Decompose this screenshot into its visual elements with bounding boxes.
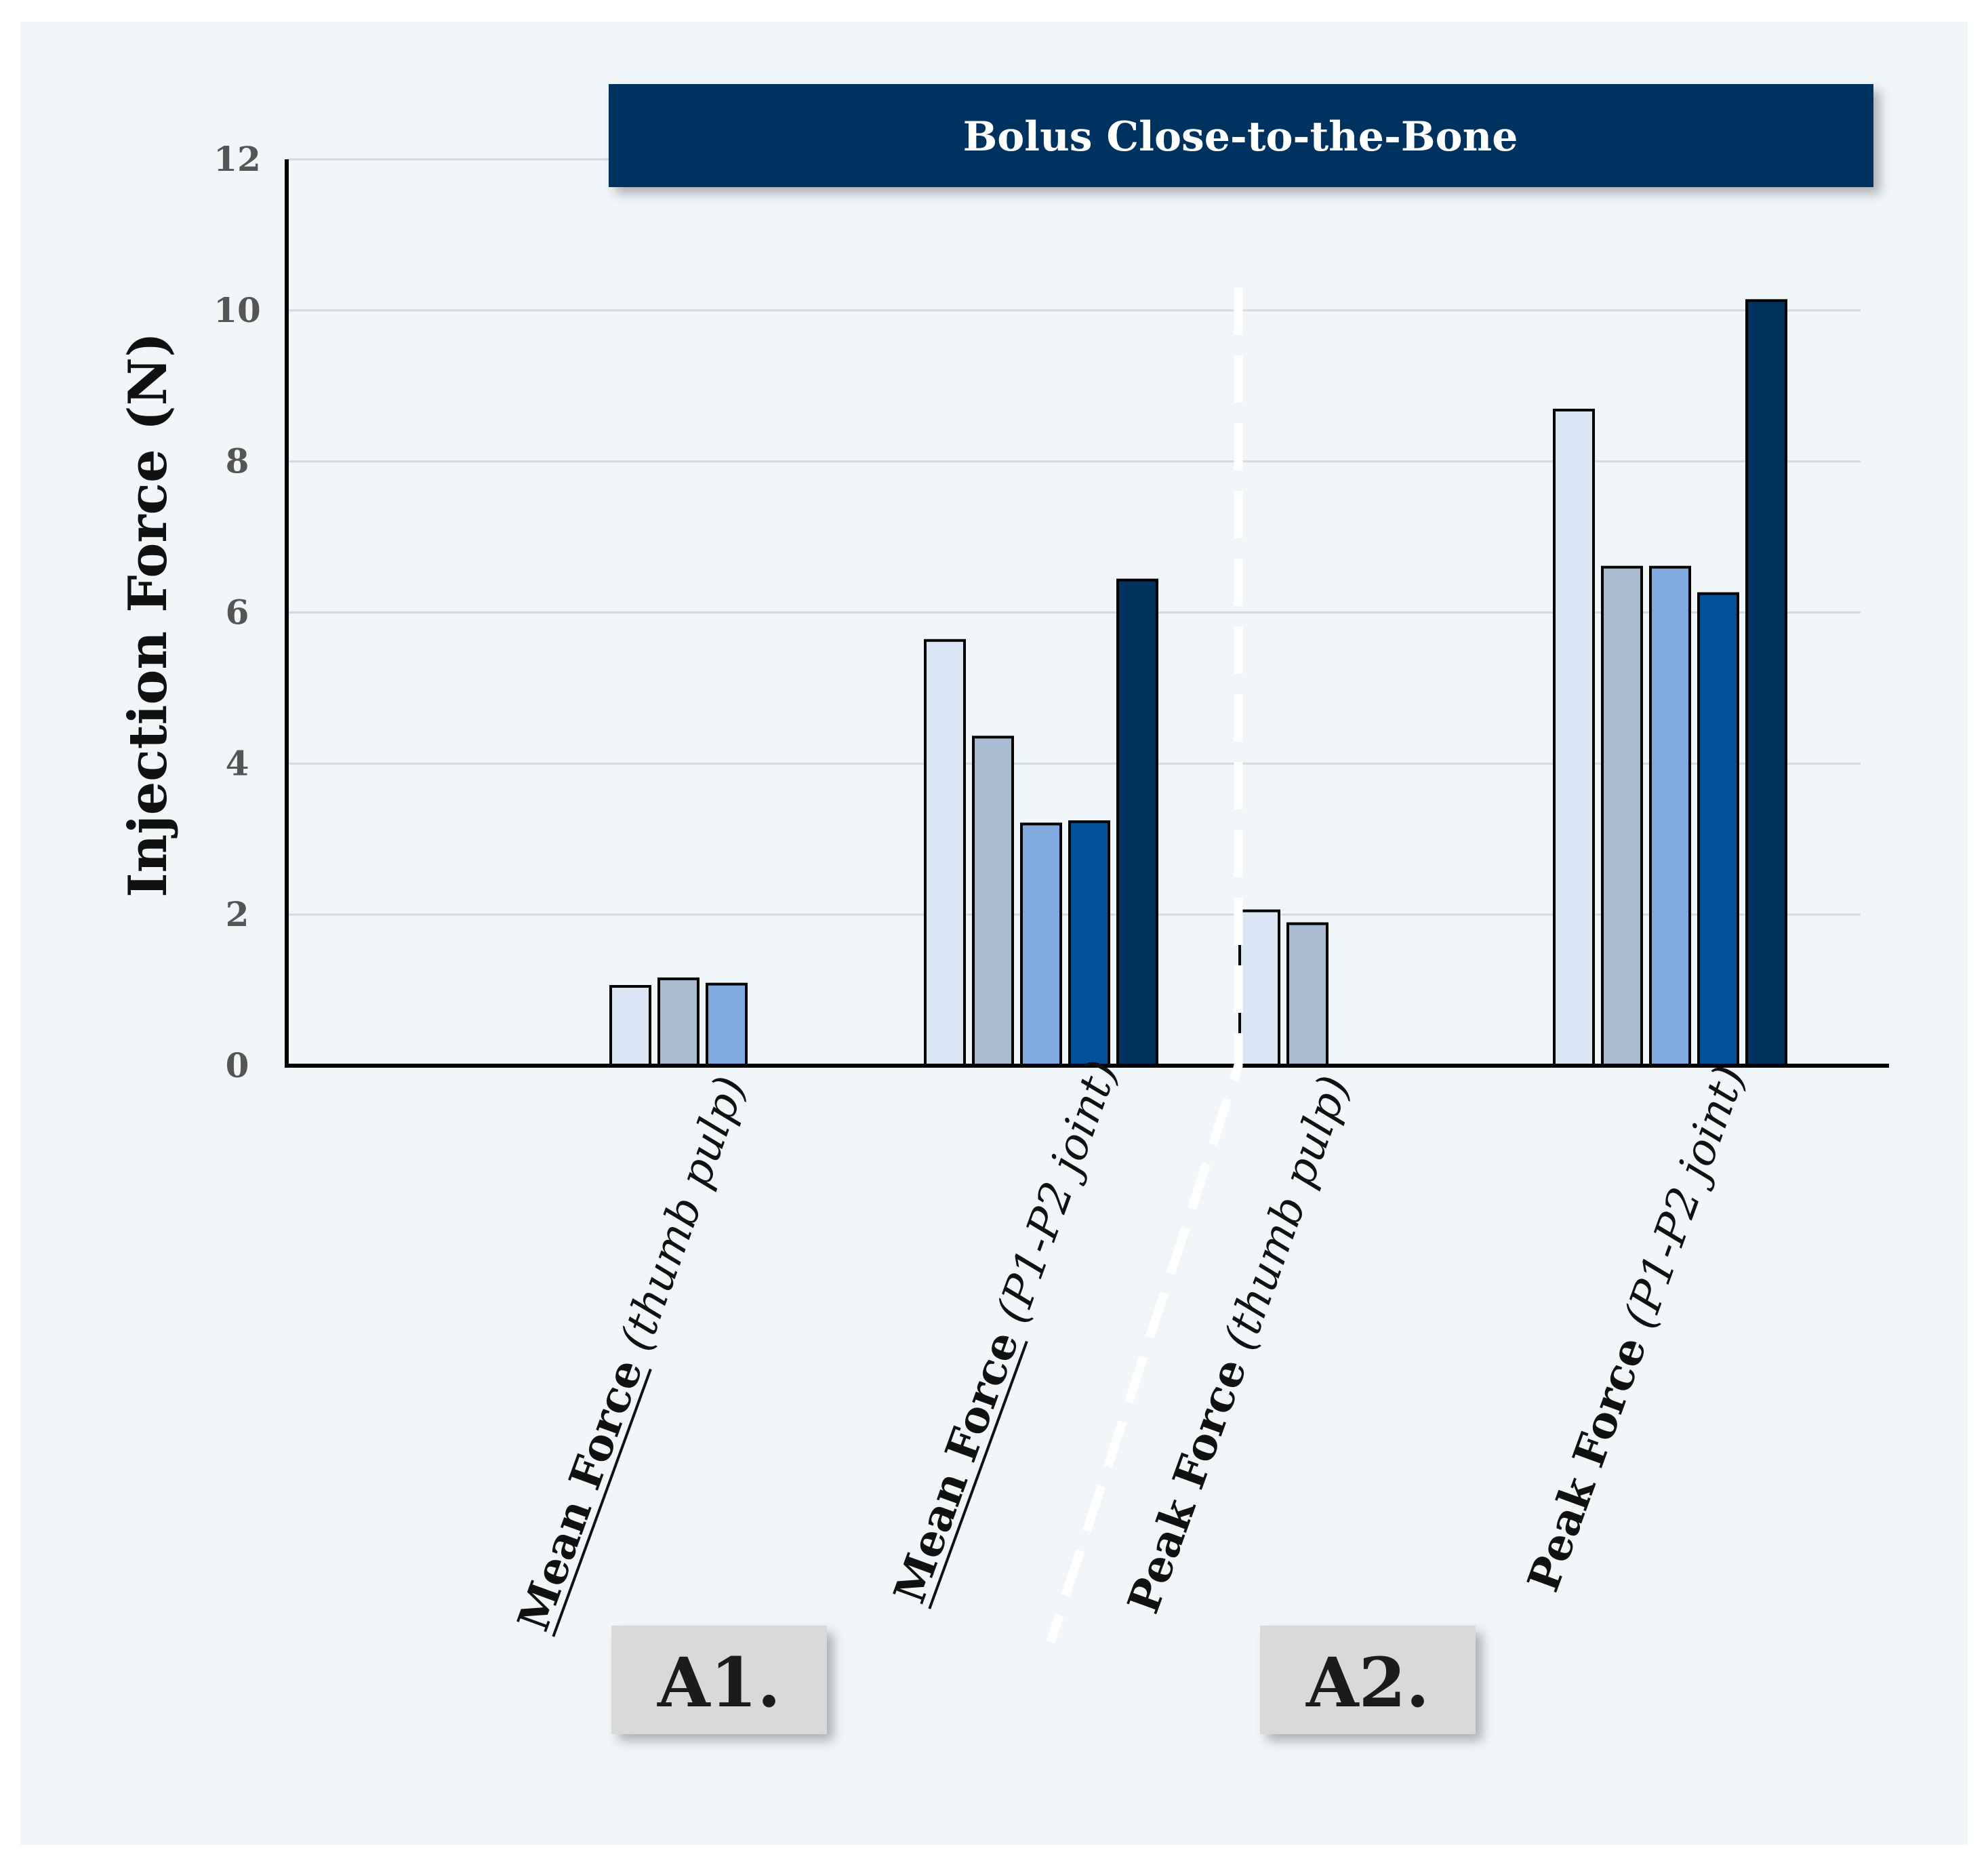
section-label-a2: A2.	[1260, 1626, 1476, 1734]
bar	[1697, 592, 1739, 1067]
bar	[1745, 299, 1787, 1068]
bar	[1601, 565, 1643, 1067]
category-label: Peak Force (thumb pulp)	[1118, 1069, 1360, 1620]
bar	[706, 982, 748, 1068]
section-label-a1: A1.	[611, 1626, 827, 1734]
y-tick-label: 0	[226, 1045, 249, 1085]
bar	[1553, 408, 1595, 1067]
bar	[1116, 578, 1158, 1067]
bar	[1068, 820, 1110, 1067]
category-underline	[928, 1340, 1028, 1609]
bar	[1286, 922, 1328, 1067]
category-label-main: Mean Force	[885, 1325, 1030, 1609]
y-tick-label: 4	[226, 743, 249, 783]
section-a2-text: A2.	[1305, 1643, 1429, 1723]
y-tick-label: 8	[226, 441, 249, 481]
category-label-text: Peak Force (thumb pulp)	[1118, 1069, 1360, 1620]
y-tick-label: 12	[214, 139, 261, 179]
y-tick-label: 2	[226, 894, 249, 934]
title-banner: Bolus Close-to-the-Bone	[609, 84, 1873, 187]
category-label-text: Peak Force (P1-P2 joint)	[1518, 1059, 1756, 1598]
bar	[972, 736, 1014, 1068]
bars	[609, 299, 1787, 1068]
bar	[924, 639, 966, 1067]
y-tick-labels: 0 2 4 6 8 10 12	[214, 139, 261, 1085]
bar	[609, 985, 651, 1067]
category-label: Mean Force (thumb pulp)	[508, 1070, 756, 1637]
category-label-sub: (thumb pulp)	[1215, 1069, 1360, 1356]
section-a1-text: A1.	[657, 1643, 781, 1723]
bar	[1020, 822, 1062, 1067]
bar	[1238, 909, 1280, 1067]
bar	[657, 977, 699, 1068]
category-label-text: Mean Force (thumb pulp)	[508, 1070, 756, 1637]
y-tick-label: 10	[214, 290, 261, 330]
category-label-main: Mean Force	[508, 1352, 653, 1637]
section-divider	[1046, 287, 1243, 1644]
chart-title: Bolus Close-to-the-Bone	[963, 113, 1518, 161]
y-tick-label: 6	[226, 593, 249, 633]
bar-chart: 0 2 4 6 8 10 12 Injection Force (N) Mean Force…	[117, 84, 1889, 1734]
bar	[1649, 565, 1691, 1067]
category-underline	[552, 1368, 652, 1637]
y-axis-label: Injection Force (N)	[117, 332, 179, 898]
category-label: Peak Force (P1-P2 joint)	[1518, 1059, 1756, 1599]
category-label-sub: (thumb pulp)	[611, 1070, 756, 1357]
category-label-main: Peak Force	[1118, 1352, 1257, 1620]
category-labels: Mean Force (thumb pulp)Mean Force (P1-P2…	[508, 1054, 1756, 1638]
chart-panel: 0 2 4 6 8 10 12 Injection Force (N) Mean Force…	[20, 22, 1968, 1845]
category-label-sub: (P1-P2 joint)	[1615, 1060, 1756, 1335]
category-label-main: Peak Force	[1518, 1330, 1657, 1598]
category-label-sub: (P1-P2 joint)	[987, 1054, 1128, 1329]
